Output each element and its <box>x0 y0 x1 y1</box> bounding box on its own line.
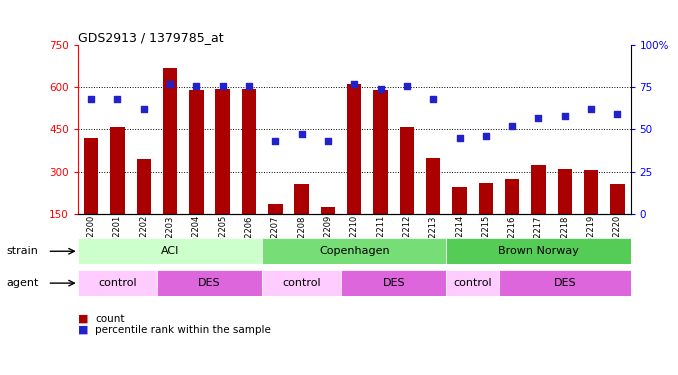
Text: percentile rank within the sample: percentile rank within the sample <box>95 325 271 335</box>
Text: strain: strain <box>7 246 39 256</box>
Bar <box>499 270 631 296</box>
Point <box>586 106 597 112</box>
Point <box>559 113 570 119</box>
Bar <box>84 138 98 214</box>
Bar <box>321 207 335 214</box>
Bar <box>341 270 446 296</box>
Text: ACI: ACI <box>161 246 179 256</box>
Point <box>270 138 281 144</box>
Point <box>191 82 202 88</box>
Text: ■: ■ <box>78 325 88 335</box>
Text: agent: agent <box>7 278 39 288</box>
Point <box>296 132 307 138</box>
Text: control: control <box>98 278 137 288</box>
Bar <box>531 165 546 214</box>
Bar <box>426 158 441 214</box>
Bar <box>189 90 203 214</box>
Point <box>138 106 149 112</box>
Point <box>454 135 465 141</box>
Point <box>612 111 623 117</box>
Bar <box>557 169 572 214</box>
Bar <box>294 184 309 214</box>
Point <box>506 123 517 129</box>
Text: DES: DES <box>382 278 405 288</box>
Text: ■: ■ <box>78 314 88 324</box>
Bar <box>111 127 125 214</box>
Bar <box>157 270 262 296</box>
Point <box>401 82 412 88</box>
Text: GDS2913 / 1379785_at: GDS2913 / 1379785_at <box>78 31 224 44</box>
Point <box>165 81 176 87</box>
Point <box>323 138 334 144</box>
Point <box>533 115 544 121</box>
Text: Brown Norway: Brown Norway <box>498 246 579 256</box>
Text: count: count <box>95 314 125 324</box>
Bar <box>610 184 624 214</box>
Point <box>112 96 123 102</box>
Point <box>85 96 96 102</box>
Point <box>481 133 492 139</box>
Point <box>217 82 228 88</box>
Bar <box>262 238 446 264</box>
Text: DES: DES <box>198 278 221 288</box>
Bar <box>262 270 341 296</box>
Bar <box>268 204 283 214</box>
Bar <box>78 238 262 264</box>
Bar <box>216 88 230 214</box>
Text: Copenhagen: Copenhagen <box>319 246 390 256</box>
Point <box>428 96 439 102</box>
Bar <box>446 270 499 296</box>
Point <box>375 86 386 92</box>
Bar <box>163 68 178 214</box>
Bar <box>78 270 157 296</box>
Text: control: control <box>454 278 492 288</box>
Bar <box>399 127 414 214</box>
Bar <box>347 84 361 214</box>
Point <box>243 82 254 88</box>
Point <box>348 81 359 87</box>
Bar <box>505 178 519 214</box>
Bar <box>374 90 388 214</box>
Bar <box>446 238 631 264</box>
Bar <box>479 183 493 214</box>
Bar <box>136 159 151 214</box>
Bar <box>452 187 466 214</box>
Text: DES: DES <box>553 278 576 288</box>
Bar <box>584 170 598 214</box>
Text: control: control <box>282 278 321 288</box>
Bar <box>242 88 256 214</box>
